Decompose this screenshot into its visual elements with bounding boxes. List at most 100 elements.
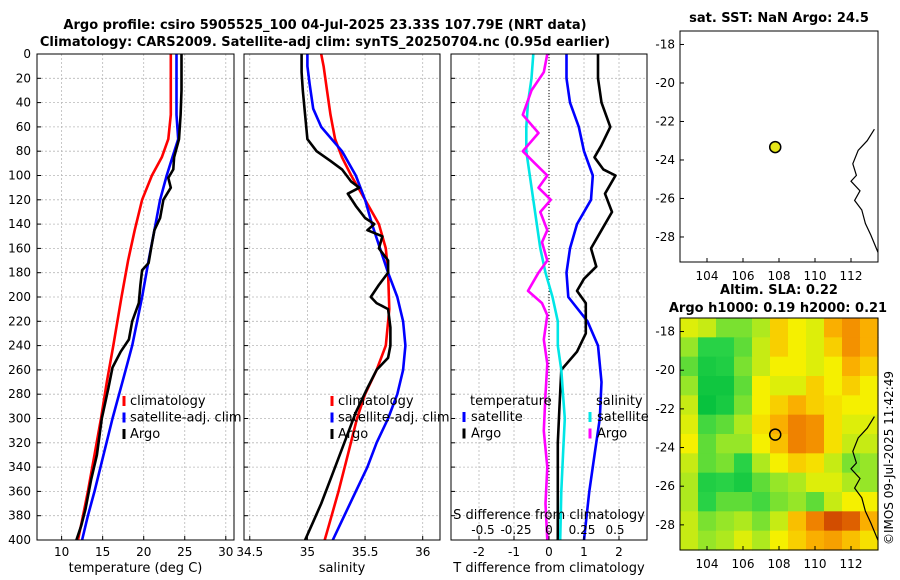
heatmap-cell bbox=[698, 472, 717, 493]
y-tick-label: -24 bbox=[655, 153, 675, 167]
heatmap-cell bbox=[752, 395, 771, 416]
heatmap-cell bbox=[770, 318, 789, 338]
heatmap-cell bbox=[752, 376, 771, 396]
heatmap-cell bbox=[842, 530, 861, 551]
s-tick-label: 0.25 bbox=[569, 523, 596, 537]
heatmap-cell bbox=[752, 414, 771, 435]
y-tick-label: -18 bbox=[655, 325, 675, 339]
legend-title-salinity: salinity bbox=[596, 394, 643, 409]
y-tick-label: -20 bbox=[655, 363, 675, 377]
y-tick-label: 360 bbox=[8, 484, 31, 498]
heatmap-cell bbox=[698, 453, 717, 474]
heatmap-cell bbox=[716, 395, 735, 416]
series-line-argo bbox=[75, 54, 183, 541]
heatmap-cell bbox=[770, 356, 789, 377]
x-tick-label: 15 bbox=[95, 545, 110, 559]
heatmap-cell bbox=[734, 492, 753, 512]
series-line-satellite-t-diff bbox=[525, 53, 567, 541]
heatmap-cell bbox=[752, 472, 771, 493]
heatmap-cell bbox=[824, 472, 843, 493]
x-tick-label: 112 bbox=[840, 269, 863, 283]
heatmap-cell bbox=[824, 414, 843, 435]
map-title-2: Argo h1000: 0.19 h2000: 0.21 bbox=[669, 301, 887, 316]
heatmap-cell bbox=[824, 356, 843, 377]
heatmap-cell bbox=[842, 453, 861, 474]
heatmap-cell bbox=[680, 414, 699, 435]
argo-float-marker bbox=[768, 140, 782, 154]
heatmap-cell bbox=[680, 376, 699, 396]
heatmap-cell bbox=[734, 434, 753, 454]
y-tick-label: -26 bbox=[655, 191, 675, 205]
series-line-satellite-adj-clim bbox=[306, 54, 407, 541]
heatmap-cell bbox=[788, 318, 807, 338]
y-tick-label: 200 bbox=[8, 290, 31, 304]
heatmap-cell bbox=[824, 530, 843, 551]
s-tick-label: 0 bbox=[545, 523, 553, 537]
y-tick-label: -22 bbox=[655, 114, 675, 128]
heatmap-cell bbox=[698, 492, 717, 512]
heatmap-cell bbox=[680, 530, 699, 551]
heatmap-cell bbox=[788, 472, 807, 493]
heatmap-cell bbox=[734, 395, 753, 416]
series-line-climatology bbox=[319, 53, 391, 541]
heatmap-cell bbox=[860, 511, 879, 532]
heatmap-cell bbox=[698, 511, 717, 532]
heatmap-cell bbox=[752, 511, 771, 532]
heatmap-cell bbox=[716, 356, 735, 377]
figure-title-1: Argo profile: csiro 5905525_100 04-Jul-2… bbox=[63, 18, 586, 33]
heatmap-cell bbox=[698, 414, 717, 435]
sla-map-panel: 104 106 108 110 112 -18 -20 -22 -24 -26 -28 Altim. … bbox=[655, 283, 887, 571]
y-tick-label: 0 bbox=[23, 47, 31, 61]
x-tick-label: 108 bbox=[768, 557, 791, 571]
heatmap-cell bbox=[752, 453, 771, 474]
series-line-satellite-s-diff bbox=[565, 54, 603, 541]
heatmap-cell bbox=[842, 511, 861, 532]
y-tick-label: -28 bbox=[655, 230, 675, 244]
x-tick-label: -1 bbox=[508, 545, 520, 559]
heatmap-cell bbox=[680, 395, 699, 416]
heatmap-cell bbox=[734, 414, 753, 435]
x-tick-label: 35.5 bbox=[352, 545, 379, 559]
heatmap-cell bbox=[698, 356, 717, 377]
heatmap-cell bbox=[752, 337, 771, 358]
difference-panel: -2 -1 0 1 2 T difference from climatology S di… bbox=[450, 53, 649, 576]
heatmap-cell bbox=[716, 318, 735, 338]
heatmap-cell bbox=[806, 395, 825, 416]
series-line-argo-t-diff bbox=[521, 53, 553, 541]
heatmap-cell bbox=[788, 492, 807, 512]
y-tick-label: -18 bbox=[655, 37, 675, 51]
y-tick-label: 180 bbox=[8, 266, 31, 280]
s-tick-label: -0.5 bbox=[471, 523, 494, 537]
heatmap-cell bbox=[788, 530, 807, 551]
heatmap-cell bbox=[680, 337, 699, 358]
heatmap-cell bbox=[806, 511, 825, 532]
heatmap-cell bbox=[860, 395, 879, 416]
y-tick-label: 380 bbox=[8, 509, 31, 523]
x-tick-label: 108 bbox=[768, 269, 791, 283]
heatmap-cell bbox=[698, 337, 717, 358]
y-tick-label: -22 bbox=[655, 402, 675, 416]
y-tick-label: 400 bbox=[8, 533, 31, 547]
x-tick-label: 112 bbox=[840, 557, 863, 571]
heatmap-cell bbox=[770, 453, 789, 474]
y-tick-label: 320 bbox=[8, 436, 31, 450]
heatmap-cell bbox=[770, 511, 789, 532]
heatmap-cell bbox=[716, 472, 735, 493]
heatmap-cell bbox=[842, 356, 861, 377]
x-axis-label: temperature (deg C) bbox=[69, 561, 203, 576]
x-tick-label: 10 bbox=[54, 545, 69, 559]
x-tick-label: 110 bbox=[804, 557, 827, 571]
heatmap-cell bbox=[734, 318, 753, 338]
heatmap-cell bbox=[680, 453, 699, 474]
heatmap-cell bbox=[716, 434, 735, 454]
y-tick-label: 260 bbox=[8, 363, 31, 377]
heatmap-cell bbox=[698, 318, 717, 338]
heatmap-cell bbox=[842, 318, 861, 338]
heatmap-cell bbox=[806, 492, 825, 512]
series-line-argo-s-diff bbox=[556, 54, 617, 540]
x-tick-label: 25 bbox=[177, 545, 192, 559]
x-tick-label: 1 bbox=[580, 545, 588, 559]
heatmap-cell bbox=[806, 356, 825, 377]
heatmap-cell bbox=[824, 492, 843, 512]
